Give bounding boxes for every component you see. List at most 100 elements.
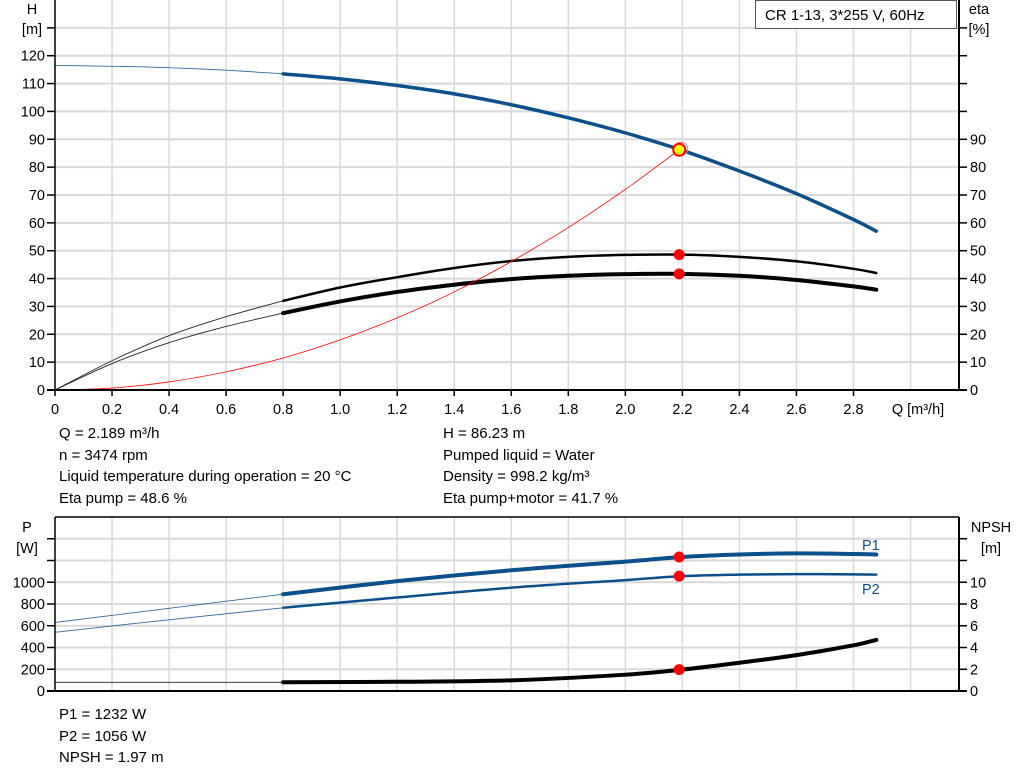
- curve-eta-pump: [281, 253, 878, 303]
- y-tick-label-right: 50: [970, 244, 986, 260]
- axes: [47, 0, 967, 692]
- y-tick-label-left: 60: [29, 216, 45, 232]
- y-tick-label-right: 20: [970, 327, 986, 343]
- curve-H-extrapolated: [54, 65, 284, 75]
- x-tick-label: 0.6: [216, 402, 236, 418]
- p2-curve-label: P2: [862, 582, 880, 598]
- results-top-right: H = 86.23 m Pumped liquid = Water Densit…: [443, 423, 618, 509]
- density-result: Density = 998.2 kg/m³: [443, 468, 590, 485]
- y-tick-label-left: 100: [21, 104, 45, 120]
- eta-pump-motor-result: Eta pump+motor = 41.7 %: [443, 489, 619, 507]
- curves: [54, 65, 879, 685]
- top-chart-grid: [55, 0, 959, 390]
- results-top-left: Q = 2.189 m³/h n = 3474 rpm Liquid tempe…: [59, 423, 351, 509]
- y-tick-label-right: 0: [970, 684, 978, 700]
- curve-eta-pump-motor-extrapolated: [54, 312, 284, 391]
- y-tick-label-left: 0: [37, 684, 45, 700]
- npsh-axis-name: NPSH: [971, 520, 1011, 536]
- y-tick-label-right: 0: [970, 383, 978, 399]
- y-tick-label-right: 60: [970, 216, 986, 232]
- title-box: CR 1-13, 3*255 V, 60Hz: [755, 0, 957, 29]
- x-tick-label: 2.2: [672, 402, 692, 418]
- curve-eta-pump-motor: [281, 271, 879, 316]
- eta-pump-result: Eta pump = 48.6 %: [59, 489, 187, 507]
- y-tick-label-right: 2: [970, 662, 978, 678]
- y-tick-label-left: 30: [29, 299, 45, 315]
- x-tick-label: 1.0: [330, 402, 350, 418]
- y-tick-label-right: 4: [970, 641, 978, 657]
- y-tick-label-left: 800: [21, 597, 45, 613]
- curve-NPSH: [281, 637, 879, 685]
- x-tick-label: 1.4: [444, 402, 464, 418]
- operating-point-marker: [673, 570, 685, 582]
- eta-axis-name: eta: [969, 2, 990, 18]
- y-tick-label-right: 40: [970, 272, 986, 288]
- y-tick-label-left: 20: [29, 327, 45, 343]
- y-tick-label-left: 120: [21, 49, 45, 65]
- x-tick-label: 1.2: [387, 402, 407, 418]
- h-axis-unit: [m]: [22, 22, 42, 38]
- x-tick-label: 0.8: [273, 402, 293, 418]
- p1-curve-label: P1: [862, 538, 880, 554]
- curve-P2: [281, 572, 878, 610]
- y-tick-label-left: 1000: [13, 575, 45, 591]
- y-tick-label-right: 8: [970, 597, 978, 613]
- y-tick-label-right: 10: [970, 575, 986, 591]
- x-tick-label: 1.6: [501, 402, 521, 418]
- x-tick-label: 2.0: [615, 402, 635, 418]
- y-tick-label-left: 70: [29, 188, 45, 204]
- operating-point-marker: [673, 268, 685, 280]
- q-axis-label: Q [m³/h]: [892, 402, 944, 418]
- speed-result: n = 3474 rpm: [59, 446, 148, 464]
- curve-H: [281, 72, 879, 233]
- operating-point-marker: [673, 664, 685, 676]
- chart-title: CR 1-13, 3*255 V, 60Hz: [765, 7, 925, 24]
- y-tick-label-left: 110: [22, 77, 45, 93]
- npsh-result: NPSH = 1.97 m: [59, 749, 164, 766]
- operating-points: [672, 141, 689, 676]
- y-tick-label-right: 80: [970, 160, 986, 176]
- bottom-chart-grid: [55, 517, 959, 691]
- y-tick-label-left: 40: [29, 272, 45, 288]
- curve-system-curve: [54, 149, 680, 391]
- y-tick-label-right: 90: [970, 132, 986, 148]
- x-tick-label: 0.4: [159, 402, 179, 418]
- curve-P1-extrapolated: [54, 593, 284, 623]
- curve-eta-pump-extrapolated: [54, 300, 284, 391]
- x-tick-label: 2.4: [729, 402, 749, 418]
- y-tick-label-right: 70: [970, 188, 986, 204]
- y-tick-label-left: 80: [29, 160, 45, 176]
- x-tick-label: 2.6: [786, 402, 806, 418]
- y-tick-label-right: 10: [970, 355, 986, 371]
- y-tick-label-left: 10: [29, 355, 45, 371]
- head-result: H = 86.23 m: [443, 425, 526, 442]
- y-tick-label-right: 6: [970, 619, 978, 635]
- x-tick-label: 2.8: [843, 402, 863, 418]
- y-tick-label-left: 600: [21, 619, 45, 635]
- x-tick-label: 0: [51, 402, 59, 418]
- y-tick-label-left: 200: [21, 662, 45, 678]
- y-tick-label-left: 90: [29, 132, 45, 148]
- curve-P2-extrapolated: [54, 607, 284, 633]
- x-tick-label: 0.2: [102, 402, 122, 418]
- curve-P1: [281, 551, 879, 597]
- flow-result: Q = 2.189 m³/h: [59, 425, 160, 442]
- results-bottom: P1 = 1232 W P2 = 1056 W NPSH = 1.97 m: [59, 704, 164, 769]
- h-axis-name: H: [27, 2, 37, 18]
- npsh-axis-unit: [m]: [981, 541, 1001, 557]
- operating-point-marker: [673, 249, 685, 261]
- y-tick-label-left: 400: [21, 641, 45, 657]
- liquid-temperature-result: Liquid temperature during operation = 20…: [59, 468, 352, 485]
- p2-result: P2 = 1056 W: [59, 727, 147, 745]
- eta-axis-unit: [%]: [969, 22, 990, 38]
- tick-labels: 0102030405060708090100110120010203040506…: [13, 49, 986, 700]
- duty-point-marker: [672, 142, 687, 157]
- y-tick-label-left: 0: [37, 383, 45, 399]
- y-tick-label-left: 50: [29, 244, 45, 260]
- p-axis-name: P: [22, 520, 32, 536]
- operating-point-marker: [673, 551, 685, 563]
- pumped-liquid-result: Pumped liquid = Water: [443, 446, 595, 464]
- y-tick-label-right: 30: [970, 299, 986, 315]
- x-tick-label: 1.8: [558, 402, 578, 418]
